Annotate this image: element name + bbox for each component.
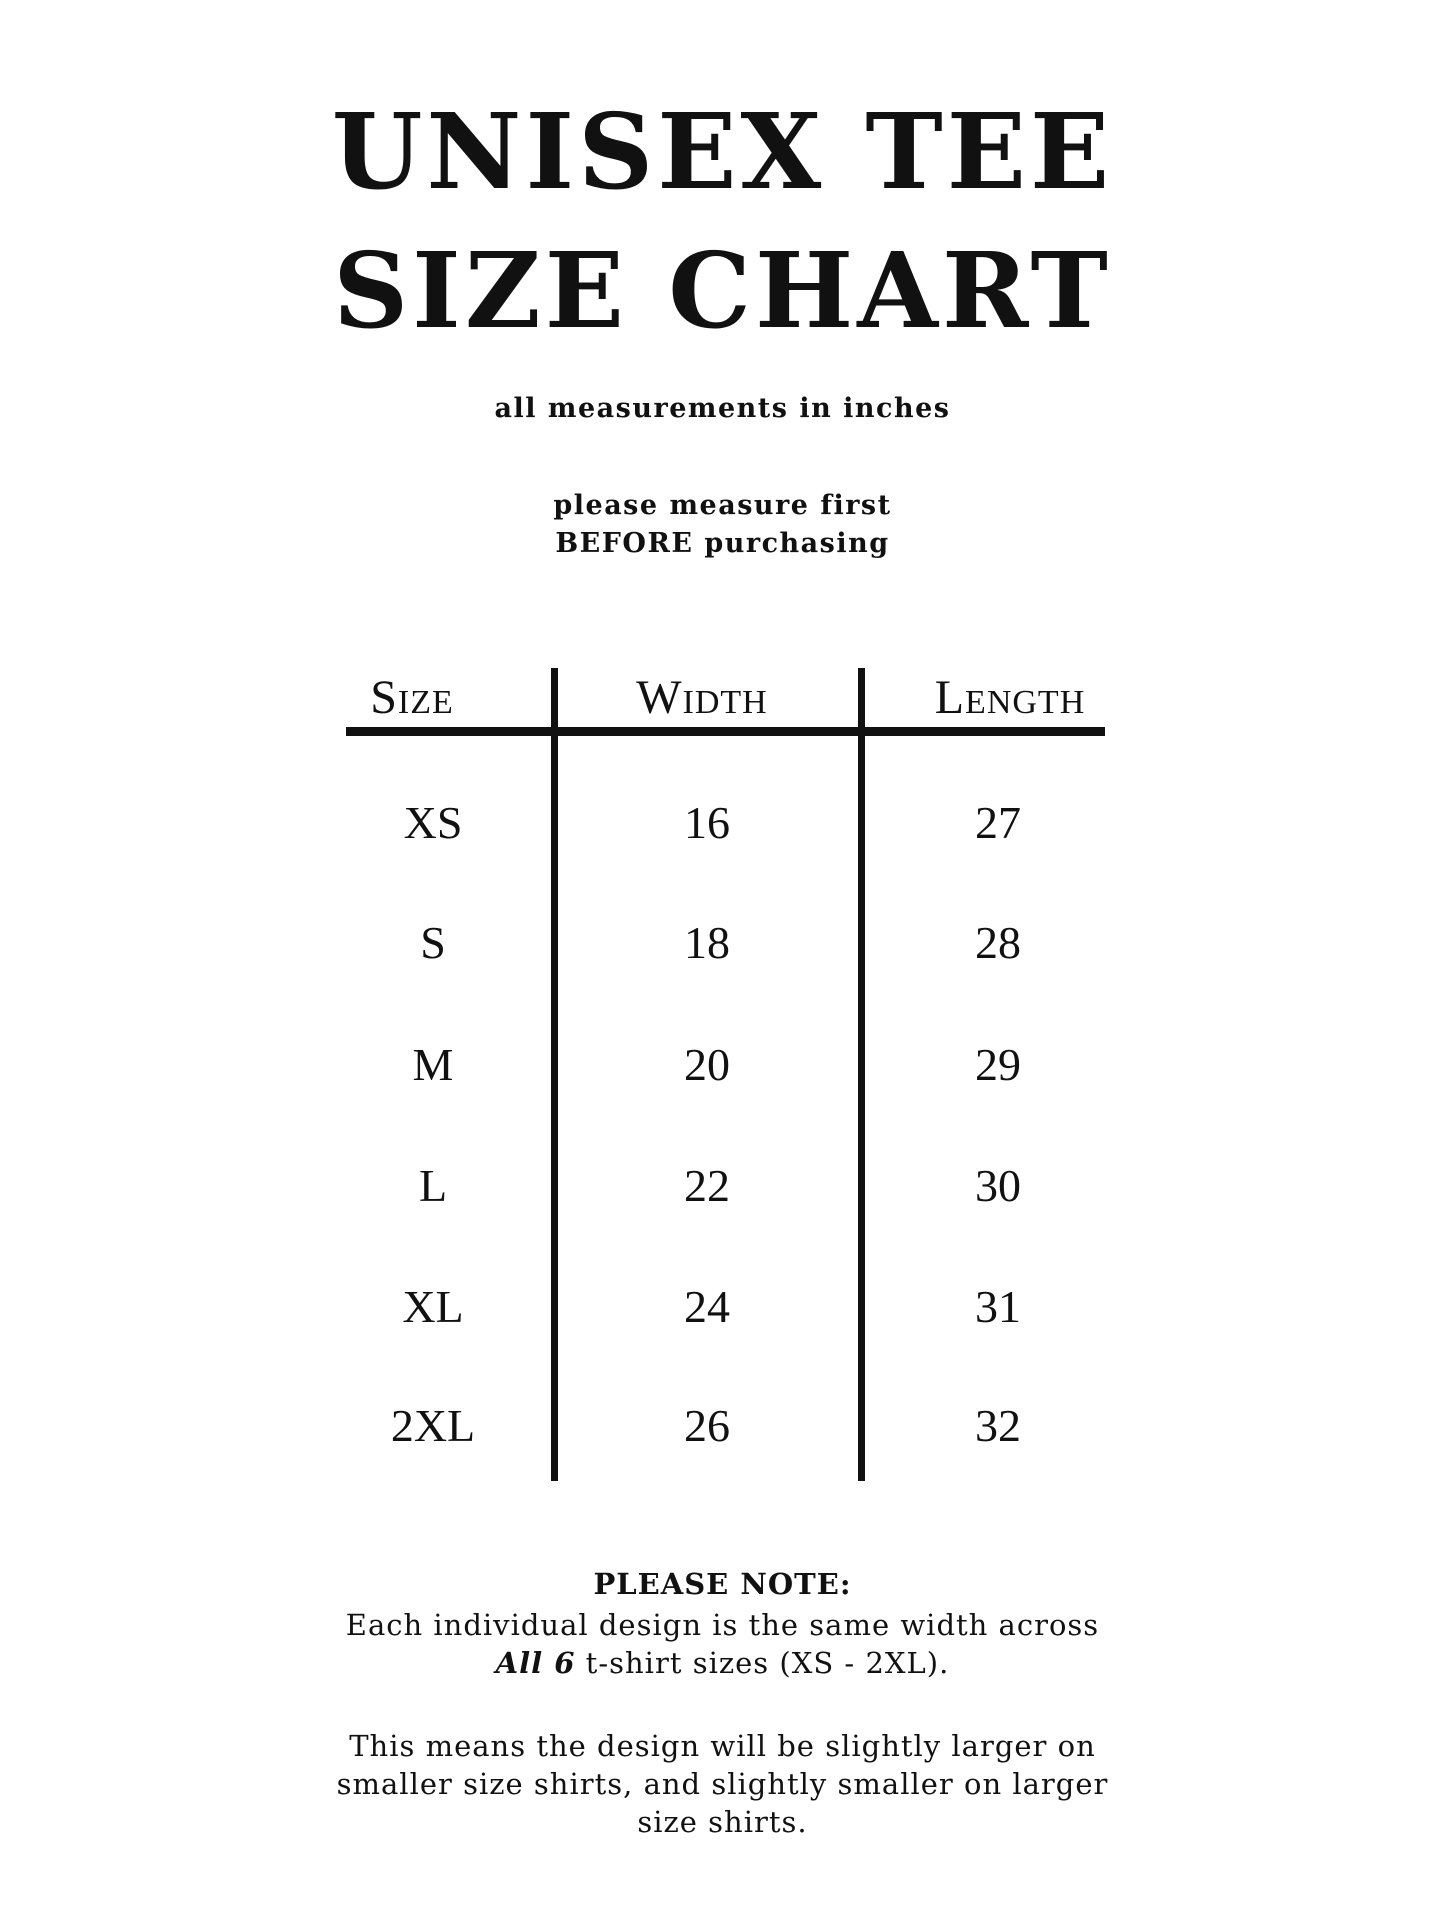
please-note-line-2: All 6 t-shirt sizes (XS - 2XL).	[0, 1644, 1445, 1682]
cell-length: 29	[975, 1039, 1021, 1090]
cell-length: 27	[975, 797, 1021, 848]
column-divider-1	[551, 668, 558, 1481]
please-note-para-2-line-3: size shirts.	[637, 1805, 808, 1839]
cell-width: 20	[684, 1039, 730, 1090]
before-emphasis: BEFORE	[555, 528, 694, 559]
header-width: Width	[636, 671, 768, 724]
cell-size: XL	[402, 1281, 464, 1332]
cell-size: L	[418, 1160, 448, 1211]
measure-note-line-2: BEFORE purchasing	[0, 525, 1445, 563]
cell-size: 2XL	[390, 1400, 476, 1451]
measure-note-rest: purchasing	[693, 528, 890, 559]
cell-length: 30	[975, 1160, 1021, 1211]
title-line-1: UNISEX TEE	[331, 90, 1114, 213]
cell-size: M	[412, 1039, 454, 1090]
measure-note-line-1: please measure first	[553, 490, 892, 521]
all-6-emphasis: All 6	[495, 1646, 576, 1680]
cell-width: 26	[684, 1400, 730, 1451]
title-line-2: SIZE CHART	[333, 229, 1112, 352]
cell-length: 32	[975, 1400, 1021, 1451]
cell-width: 18	[684, 917, 730, 968]
cell-length: 28	[975, 917, 1021, 968]
please-note-para-2-line-2: smaller size shirts, and slightly smalle…	[336, 1767, 1109, 1801]
cell-size: XS	[403, 797, 463, 848]
cell-width: 24	[684, 1281, 730, 1332]
cell-width: 22	[684, 1160, 730, 1211]
please-note-line-2-rest: t-shirt sizes (XS - 2XL).	[575, 1646, 950, 1680]
please-note-para-2-line-1: This means the design will be slightly l…	[349, 1729, 1096, 1763]
cell-size: S	[420, 917, 446, 968]
cell-width: 16	[684, 797, 730, 848]
header-length: Length	[934, 671, 1086, 724]
cell-length: 31	[975, 1281, 1021, 1332]
please-note-line-1: Each individual design is the same width…	[345, 1608, 1100, 1642]
column-divider-2	[858, 668, 865, 1481]
subtitle: all measurements in inches	[494, 393, 951, 424]
header-divider	[346, 727, 1105, 736]
header-size: Size	[370, 671, 454, 724]
please-note-heading: PLEASE NOTE:	[593, 1567, 852, 1601]
